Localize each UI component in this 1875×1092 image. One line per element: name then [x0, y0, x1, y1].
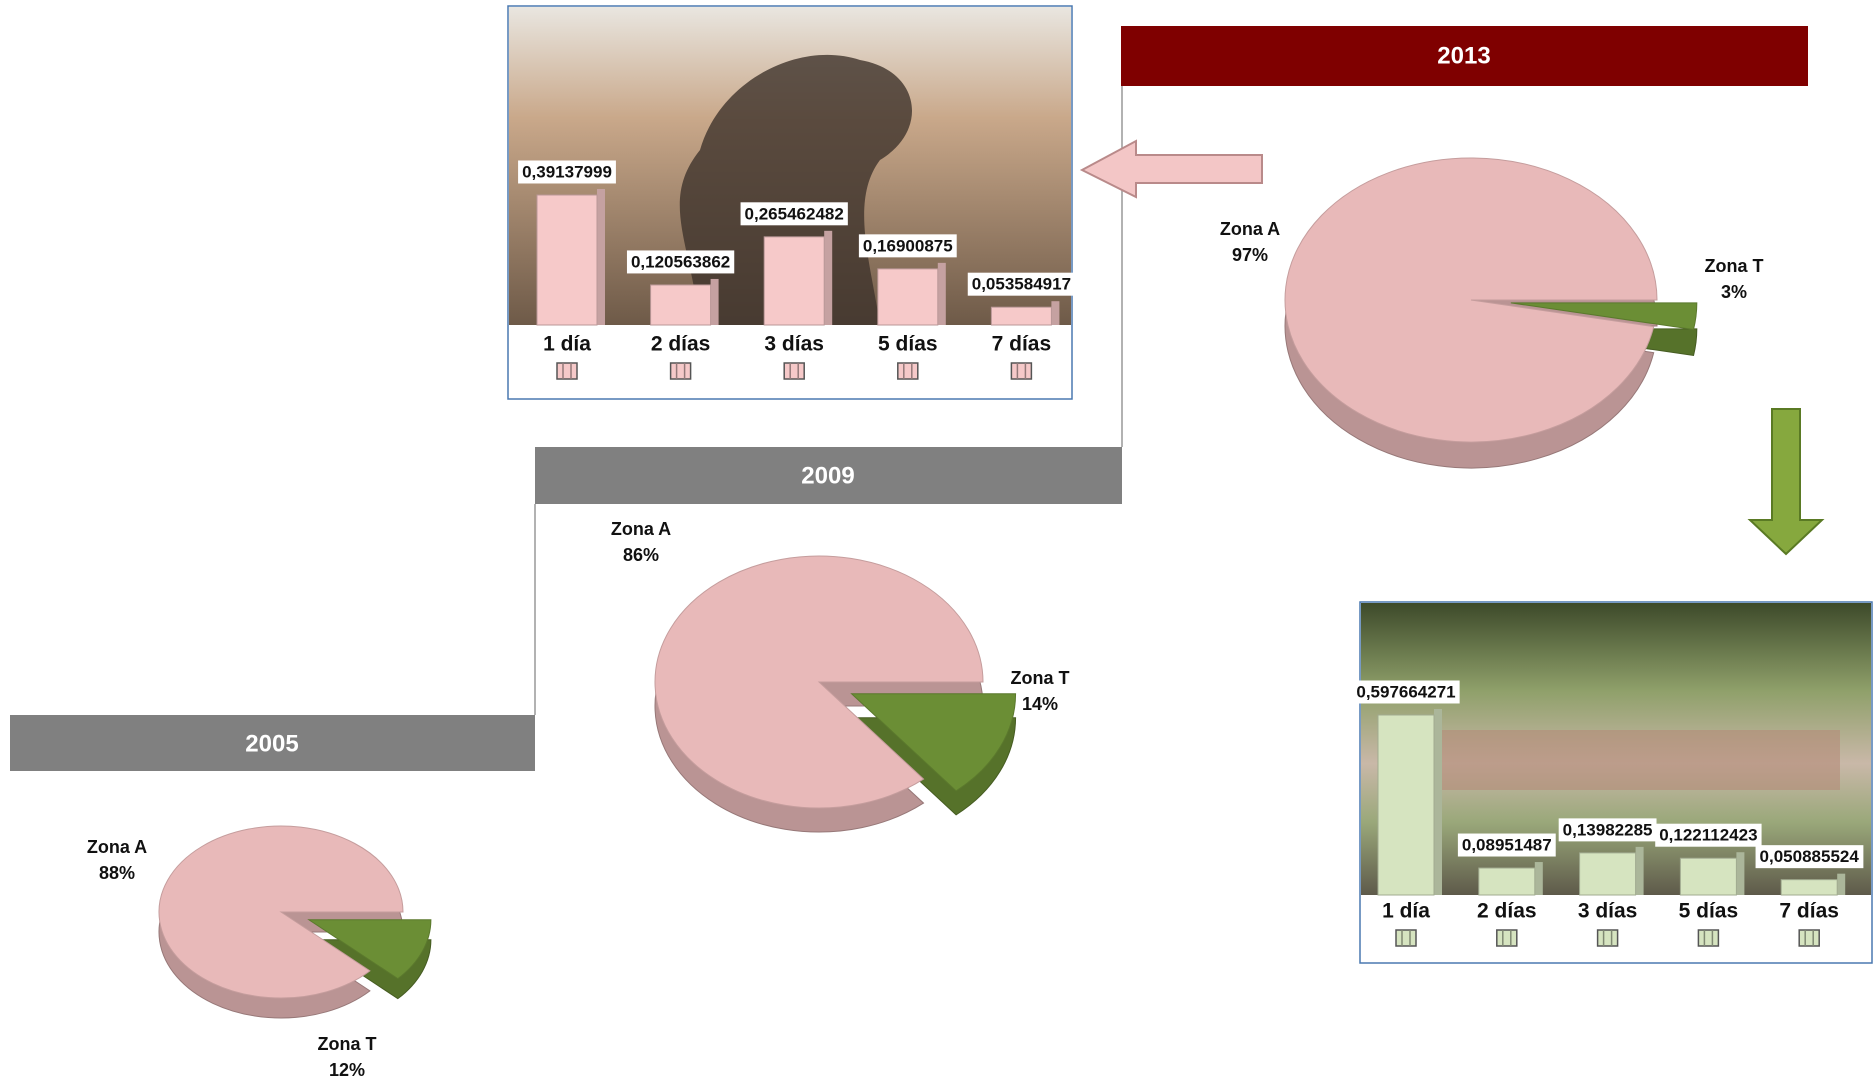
bar-side	[1534, 862, 1543, 895]
pie-category-label: Zona T	[1705, 256, 1764, 276]
value-label: 0,265462482	[745, 204, 844, 223]
x-tick-label: 2 días	[651, 333, 711, 356]
pie-category-label: Zona A	[1220, 219, 1280, 239]
arrow	[1079, 139, 1263, 199]
value-label: 0,13982285	[1563, 820, 1653, 839]
x-tick-label: 3 días	[1578, 900, 1638, 923]
pie-slice	[307, 919, 432, 980]
pie-category-label: Zona T	[318, 1034, 377, 1054]
value-label: 0,120563862	[631, 252, 730, 271]
bar	[1679, 857, 1737, 896]
x-tick-label: 2 días	[1477, 900, 1537, 923]
legend-swatch	[1798, 929, 1820, 947]
value-label-bg	[1755, 845, 1864, 869]
legend-swatch	[669, 362, 692, 380]
x-tick-label: 5 días	[878, 333, 938, 356]
bar	[1478, 867, 1536, 896]
banner	[1121, 26, 1808, 86]
value-label-bg	[1352, 680, 1460, 704]
pie-category-label: Zona A	[87, 837, 147, 857]
pie-value-label: 14%	[1022, 694, 1058, 714]
bar	[1780, 879, 1838, 896]
value-label-bg	[1558, 818, 1657, 842]
banner-title: 2013	[1437, 42, 1490, 69]
value-label: 0,16900875	[863, 236, 953, 255]
legend-swatch	[556, 362, 578, 380]
value-label-bg	[518, 160, 616, 184]
pie-category-label: Zona A	[611, 519, 671, 539]
legend-swatch	[1496, 929, 1518, 947]
bar	[536, 194, 598, 326]
pie-slice	[1284, 157, 1658, 443]
value-label: 0,08951487	[1462, 836, 1552, 855]
bar-side	[710, 278, 719, 325]
photo-shape	[679, 54, 913, 325]
banner	[535, 447, 1122, 504]
pie-value-label: 88%	[99, 863, 135, 883]
value-label-bg	[1457, 833, 1556, 857]
value-label-bg	[967, 272, 1076, 296]
value-label: 0,39137999	[522, 162, 612, 181]
value-label: 0,122112423	[1659, 826, 1757, 845]
pie-value-label: 86%	[623, 545, 659, 565]
x-tick-label: 5 días	[1679, 900, 1739, 923]
legend-swatch	[1596, 929, 1619, 947]
banner-title: 2009	[801, 462, 854, 489]
bar-side	[824, 230, 833, 325]
bar-side	[1635, 846, 1644, 895]
pie-slice	[1510, 302, 1698, 331]
value-label-bg	[626, 250, 735, 274]
bar-side	[1736, 852, 1745, 895]
bar	[1377, 714, 1435, 896]
legend-swatch	[783, 362, 805, 380]
pie-value-label: 97%	[1232, 245, 1268, 265]
bar-side	[937, 262, 946, 325]
value-label: 0,050885524	[1760, 847, 1860, 866]
pie-value-label: 3%	[1721, 282, 1747, 302]
x-tick-label: 7 días	[1779, 900, 1839, 923]
bar	[990, 306, 1052, 326]
x-tick-label: 1 día	[1382, 900, 1430, 923]
value-label: 0,597664271	[1356, 682, 1455, 701]
pie-slice	[158, 825, 404, 999]
bar-side	[1837, 873, 1846, 895]
legend-swatch	[1395, 929, 1417, 947]
pie-slice	[654, 555, 984, 809]
banner	[10, 715, 535, 771]
value-label: 0,053584917	[972, 275, 1071, 294]
bar-side	[597, 189, 605, 325]
bar	[763, 236, 825, 326]
pie-slice	[850, 693, 1017, 792]
bar	[877, 268, 939, 326]
value-label-bg	[858, 234, 957, 258]
photo-shape	[1440, 730, 1840, 790]
value-label-bg	[740, 202, 848, 226]
bar	[650, 284, 712, 326]
x-tick-label: 1 día	[543, 333, 591, 356]
charts: Zona A 97% Zona T 3% Zona A 86% Zona T 14% Zona …	[87, 157, 1864, 1080]
arrow	[1747, 408, 1825, 556]
value-label-bg	[1655, 823, 1762, 847]
x-tick-label: 7 días	[992, 333, 1052, 356]
legend-swatch	[897, 362, 919, 380]
bar	[1579, 852, 1637, 896]
pie-value-label: 12%	[329, 1060, 365, 1080]
banner-title: 2005	[245, 730, 298, 757]
legend-swatch	[1697, 929, 1720, 947]
bar-side	[1051, 301, 1060, 325]
bar-side	[1434, 709, 1442, 895]
legend-swatch	[1010, 362, 1033, 380]
x-tick-label: 3 días	[764, 333, 824, 356]
pie-category-label: Zona T	[1011, 668, 1070, 688]
